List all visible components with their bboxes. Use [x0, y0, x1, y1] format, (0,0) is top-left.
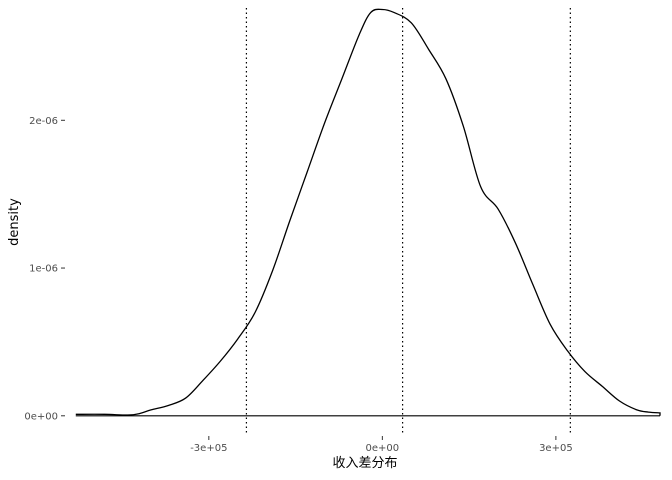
y-tick-label-2: 1e-06: [29, 264, 58, 275]
y-axis-title: density: [7, 198, 22, 246]
density-curve-line: [75, 8, 661, 416]
y-tick-label-1: 0e+00: [24, 411, 58, 422]
y-axis-ticks: 0e+00 1e-06 2e-06: [24, 116, 65, 422]
x-axis-ticks: -3e+05 0e+00 3e+05: [190, 436, 573, 454]
x-axis-title: 收入差分布: [332, 456, 397, 471]
y-tick-label-3: 2e-06: [29, 116, 58, 127]
x-tick-label-1: -3e+05: [190, 443, 227, 454]
reference-lines: [245, 8, 571, 435]
x-tick-label-3: 3e+05: [539, 443, 573, 454]
x-tick-label-2: 0e+00: [366, 443, 400, 454]
